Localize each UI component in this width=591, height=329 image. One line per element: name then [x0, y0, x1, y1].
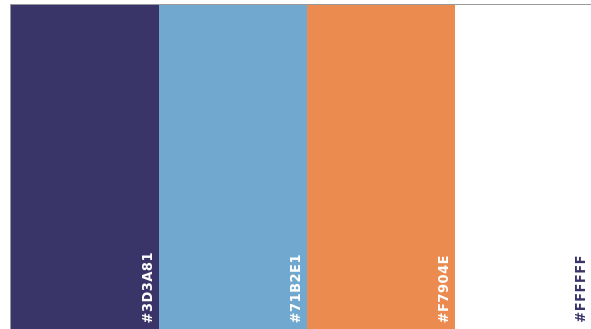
color-palette: #3D3A81 #71B2E1 #F7904E #FFFFFF	[10, 4, 591, 329]
swatch-1-hex-label: #3D3A81	[141, 251, 156, 323]
swatch-3: #F7904E	[307, 5, 455, 329]
swatch-4: #FFFFFF	[455, 5, 591, 329]
swatch-4-hex-label: #FFFFFF	[574, 255, 589, 323]
swatch-3-hex-label: #F7904E	[437, 254, 452, 323]
swatch-2: #71B2E1	[159, 5, 307, 329]
swatch-2-hex-label: #71B2E1	[289, 253, 304, 323]
swatch-1: #3D3A81	[11, 5, 159, 329]
